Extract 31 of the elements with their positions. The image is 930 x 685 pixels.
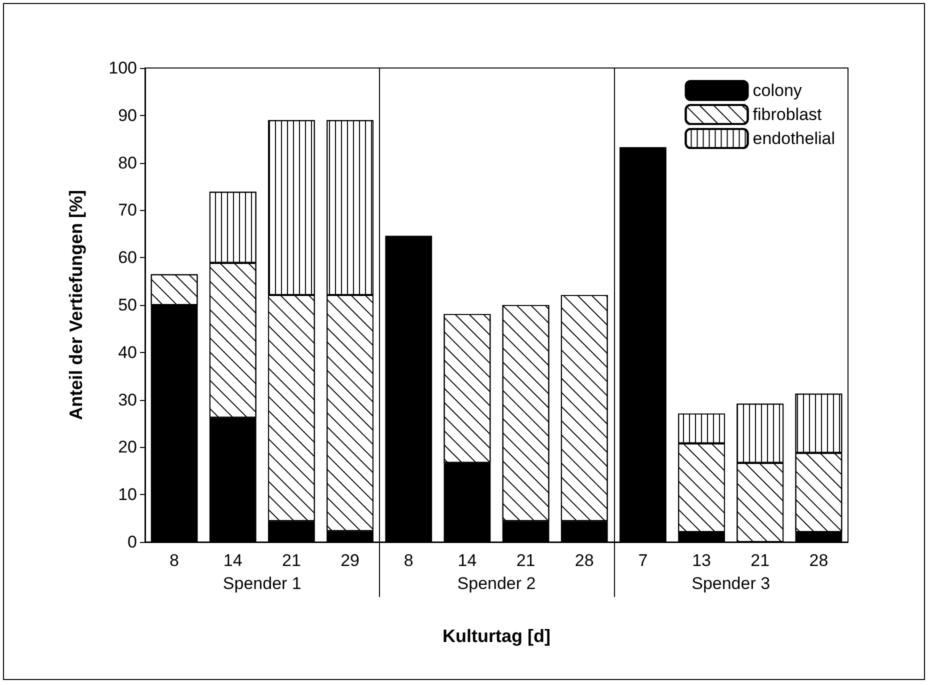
x-tick-label: 21 <box>516 551 536 570</box>
x-tick-label: 28 <box>574 551 594 570</box>
x-tick-label: 13 <box>692 551 712 570</box>
y-tick-label: 20 <box>118 438 137 457</box>
x-tick-label: 29 <box>340 551 360 570</box>
text: Spender 3 <box>692 574 770 594</box>
y-tick-label: 50 <box>118 296 137 314</box>
y-tick-label: 0 <box>128 532 137 552</box>
x-tick-label: 21 <box>750 551 770 570</box>
legend-label: colony <box>752 81 802 100</box>
x-tick-label: 28 <box>809 551 828 570</box>
y-tick-label: 10 <box>118 485 137 504</box>
legend-label: fibroblast <box>752 105 822 124</box>
y-tick-label: 100 <box>108 58 137 78</box>
x-tick-label: 14 <box>223 551 242 570</box>
x-tick-label: 14 <box>458 551 477 570</box>
y-tick-label: 70 <box>118 200 137 220</box>
y-tick-label: 40 <box>118 342 137 362</box>
x-tick-label: 8 <box>170 551 180 570</box>
x-axis-title: Kulturtag [d] <box>442 626 550 646</box>
y-tick-label: 90 <box>118 106 137 125</box>
text: Spender 1 <box>222 574 302 594</box>
y-tick-label: 30 <box>118 390 137 410</box>
x-tick-label: 7 <box>638 551 648 570</box>
y-axis-title: Anteil der Vertiefungen [%] <box>66 190 86 420</box>
y-tick-label: 80 <box>118 153 137 172</box>
text: Spender 2 <box>457 574 536 594</box>
x-tick-label: 21 <box>282 551 301 570</box>
x-tick-label: 8 <box>404 551 414 570</box>
legend-label: endothelial <box>752 129 836 148</box>
y-tick-label: 60 <box>118 248 137 268</box>
